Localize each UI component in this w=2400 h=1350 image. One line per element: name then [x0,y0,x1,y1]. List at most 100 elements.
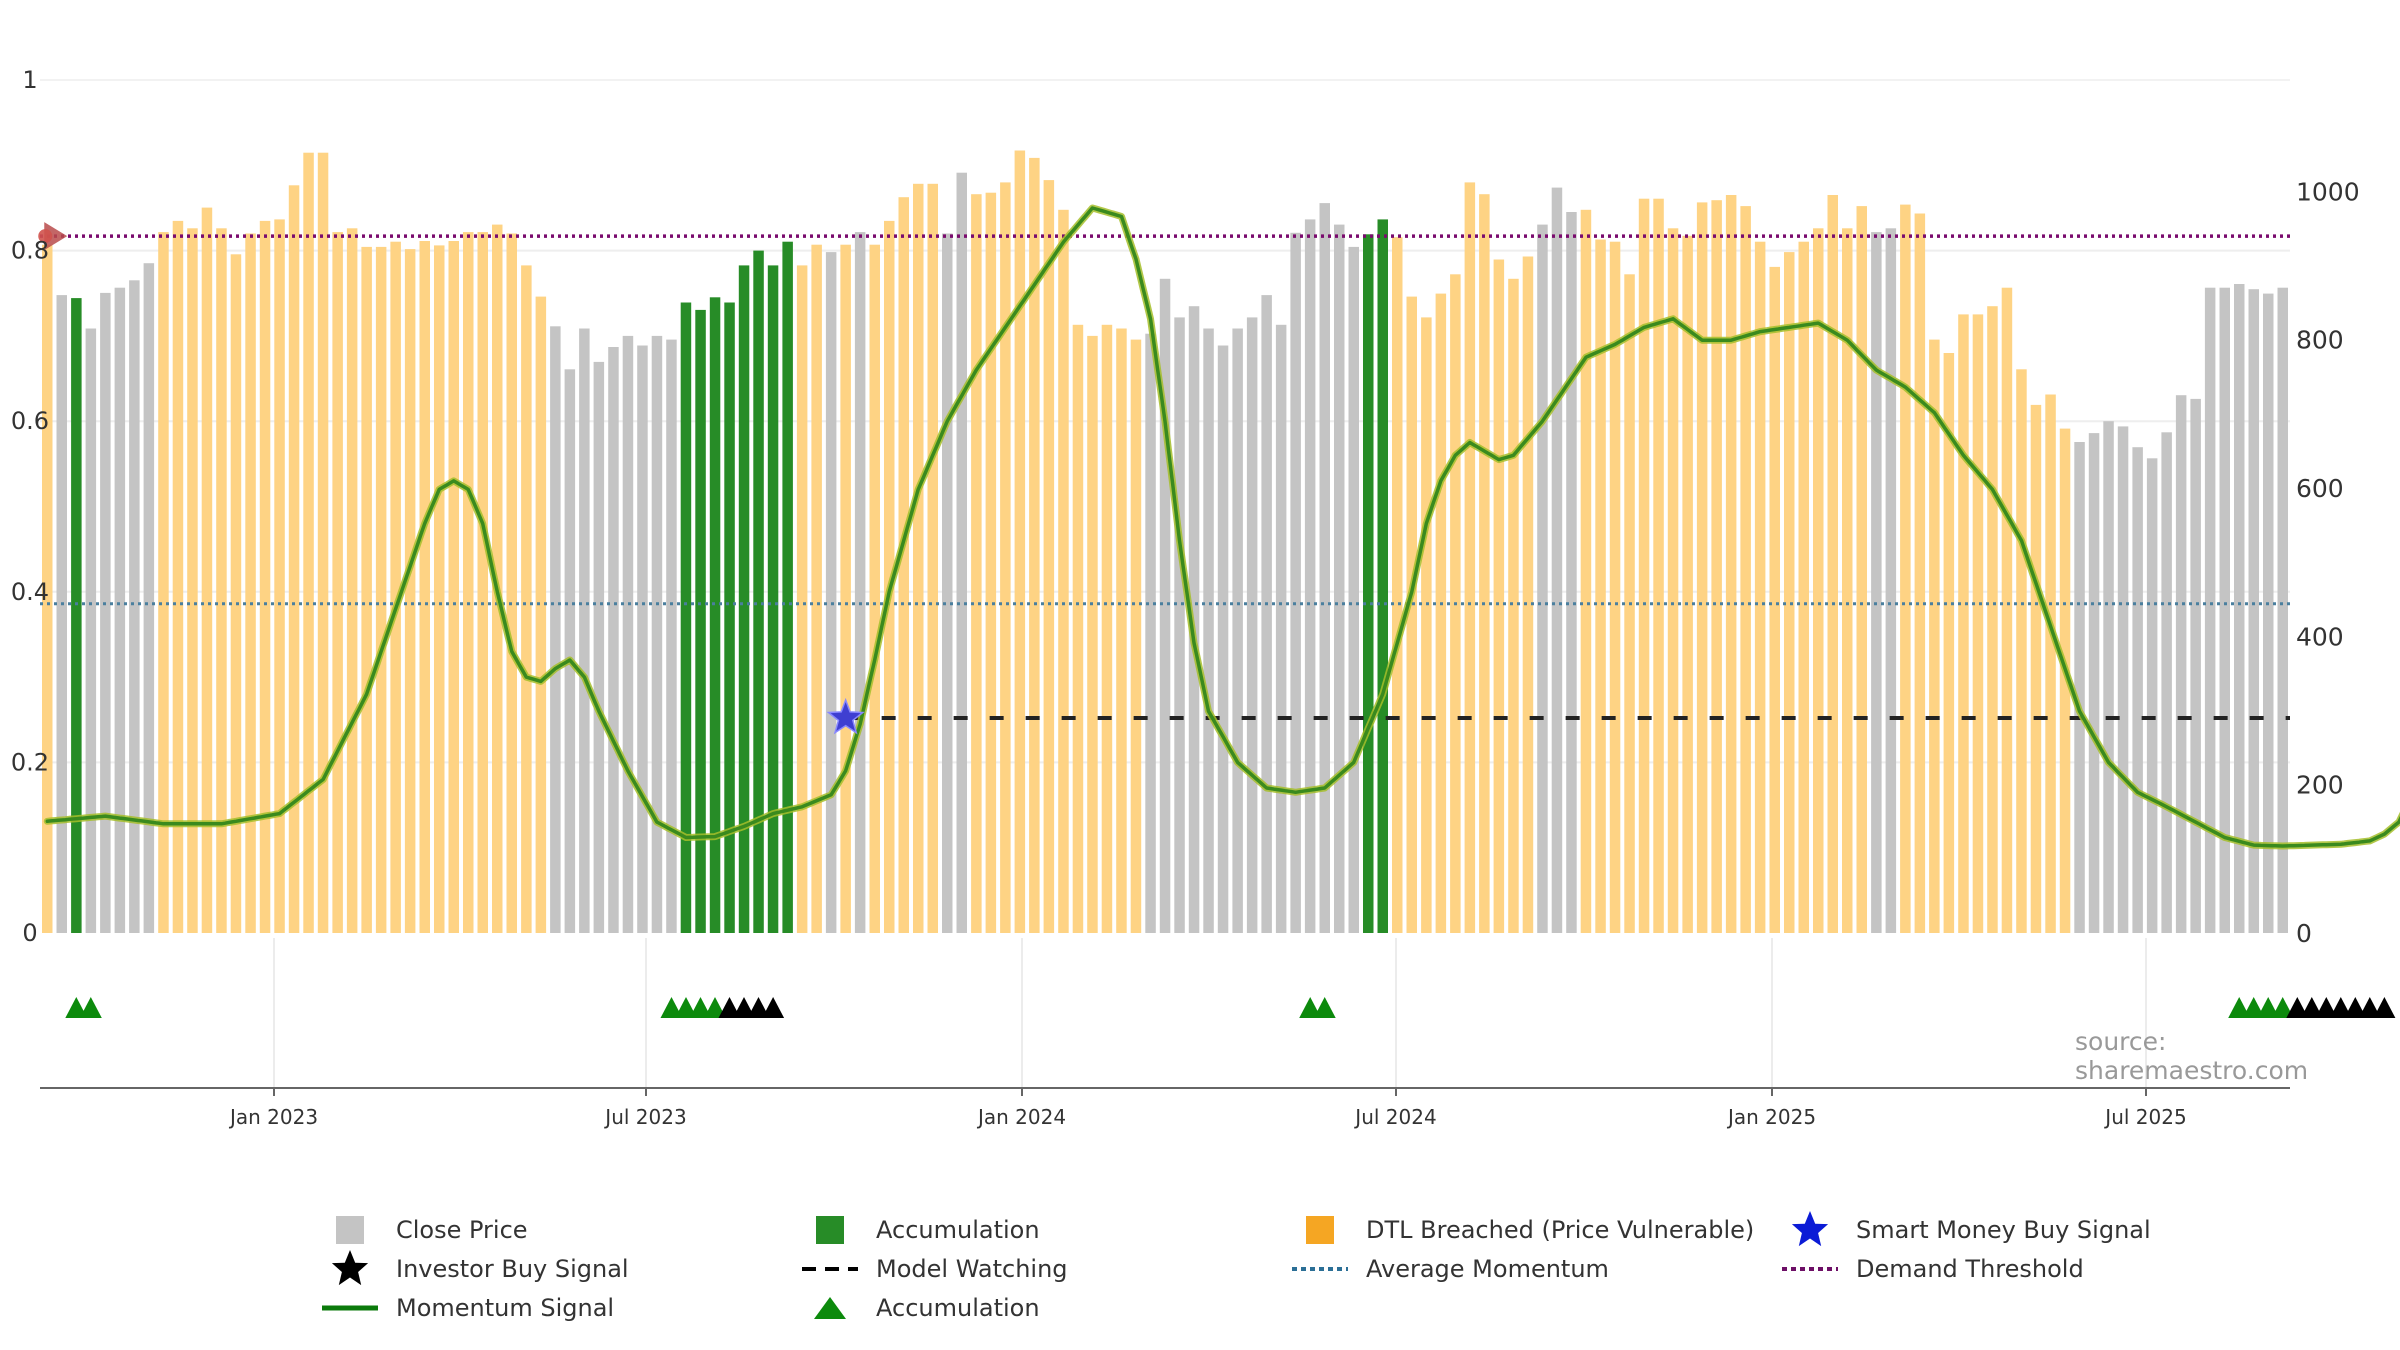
bar-2 [71,298,82,934]
bar-86 [1290,232,1301,934]
bar-58 [884,220,895,933]
bar-65 [985,192,997,933]
bar-19 [317,152,329,933]
bar-10 [187,228,198,934]
bar-117 [1740,206,1751,934]
bar-73 [1101,324,1113,933]
bar-100 [1493,259,1505,933]
signal-triangles [65,997,2396,1018]
bar-138 [2045,394,2056,933]
bar-38 [593,361,605,933]
bar-40 [622,335,634,933]
y-left-tick-label: 1 [22,66,37,94]
bar-112 [1667,228,1679,934]
bar-130 [1929,339,1940,934]
bar-154 [2277,287,2288,933]
bar-151 [2234,284,2245,933]
investor-triangle [718,997,741,1018]
bar-25 [404,249,416,934]
bar-11 [201,207,213,934]
bar-77 [1159,278,1171,933]
y-right-tick-label: 1000 [2296,177,2360,206]
bar-128 [1900,204,1911,934]
bar-45 [695,309,706,933]
legend-label: DTL Breached (Price Vulnerable) [1366,1215,1755,1244]
bar-140 [2074,442,2085,933]
bar-3 [85,328,97,933]
bar-62 [942,233,953,933]
accumulation-triangle [660,997,683,1018]
bar-133 [1972,314,1984,933]
investor-triangle [762,997,785,1018]
accumulation-triangle [2228,997,2251,1018]
accumulation-triangle [2257,997,2280,1018]
x-tick-label: Jul 2025 [2103,1105,2186,1129]
bar-125 [1856,206,1867,934]
black-star-icon [320,1249,380,1285]
dtl-marker-dot [38,229,53,244]
bar-33 [521,265,532,933]
investor-triangle [2373,997,2396,1018]
bar-132 [1958,314,1969,933]
bar-39 [608,347,619,933]
bar-54 [825,252,837,934]
accumulation-triangle [79,997,102,1018]
bar-120 [1784,252,1795,934]
bar-105 [1566,212,1577,933]
bar-121 [1798,241,1809,933]
bar-148 [2190,398,2201,933]
x-tick-label: Jul 2024 [1353,1105,1436,1129]
accumulation-triangle [704,997,726,1018]
dashed-line-icon [800,1254,860,1284]
legend-label: Investor Buy Signal [396,1254,629,1283]
axis-ticks: 0 0.2 0.4 0.6 0.8 1 0 200 400 600 800 1000 Jan 2023 J… [11,66,2360,1129]
bar-84 [1261,295,1272,934]
bar-22 [361,246,372,933]
bar-131 [1943,353,1955,933]
bar-26 [419,241,430,933]
bar-115 [1711,200,1722,933]
bar-144 [2132,447,2143,933]
investor-triangle [2286,997,2309,1018]
bar-149 [2204,287,2216,933]
legend: Close Price Accumulation DTL Breached (P… [320,1210,2220,1330]
bar-153 [2263,293,2274,934]
investor-triangle [2300,997,2323,1018]
y-left-tick-label: 0.8 [11,237,49,265]
bar-36 [564,369,576,933]
bar-127 [1885,228,1897,934]
bar-16 [274,219,285,933]
bar-102 [1522,256,1534,933]
y-right-tick-label: 200 [2296,771,2344,800]
y-left-tick-label: 0.4 [11,578,49,606]
x-tick-label: Jan 2023 [228,1105,318,1129]
bar-136 [2016,369,2027,933]
bar-7 [143,263,155,933]
bar-17 [288,185,300,934]
bar-147 [2175,395,2187,933]
bar-108 [1609,241,1621,933]
dotted-blue-line-icon [1290,1254,1350,1284]
bar-81 [1217,345,1229,933]
bar-1 [56,295,67,934]
bar-57 [869,244,880,933]
bar-89 [1334,224,1345,934]
bar-74 [1116,328,1127,933]
bar-114 [1696,202,1708,933]
bar-145 [2146,458,2158,933]
bar-111 [1653,198,1664,933]
dtl-marker [44,222,68,251]
bar-92 [1377,219,1388,933]
bar-68 [1029,157,1040,933]
bar-72 [1087,335,1098,933]
legend-item-model-watching: Model Watching [800,1249,1290,1288]
bar-42 [651,335,663,933]
bar-51 [782,241,793,933]
bar-0 [42,244,53,933]
bar-139 [2059,428,2071,933]
legend-item-average-momentum: Average Momentum [1290,1249,1780,1288]
bar-113 [1682,235,1693,934]
legend-label: Close Price [396,1215,528,1244]
bar-93 [1392,237,1403,933]
accumulation-triangle [689,997,712,1018]
